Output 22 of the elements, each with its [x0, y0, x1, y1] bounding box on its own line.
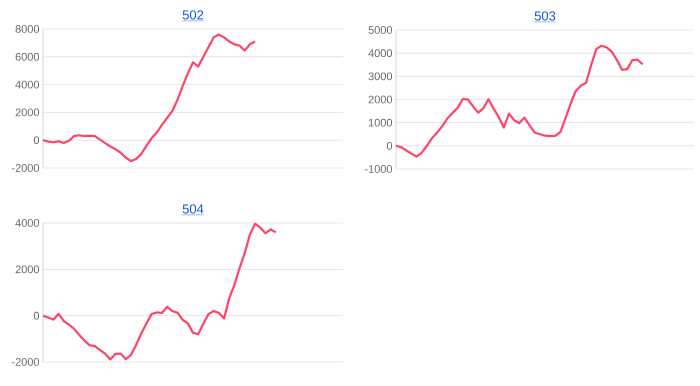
line-series — [394, 44, 644, 158]
y-tick-label: 3000 — [368, 72, 392, 80]
y-tick-label: 4000 — [15, 219, 40, 227]
line-series — [42, 222, 277, 361]
y-tick-label: 1000 — [368, 118, 392, 127]
y-tick-label: 0 — [34, 136, 40, 144]
y-tick-label: 0 — [34, 312, 40, 320]
y-tick-label: -2000 — [12, 358, 40, 366]
chart-title: 502 — [182, 10, 204, 20]
chart-title: 503 — [534, 11, 556, 21]
y-tick-label: 4000 — [15, 80, 40, 88]
y-tick-label: 2000 — [16, 265, 40, 274]
y-tick-label: -1000 — [364, 165, 392, 173]
y-tick-label: 2000 — [368, 96, 392, 104]
y-tick-label: 2000 — [16, 108, 40, 116]
y-tick-label: 4000 — [368, 49, 392, 58]
chart-title: 504 — [182, 204, 204, 214]
y-tick-label: 0 — [386, 142, 392, 150]
y-tick-label: 5000 — [368, 26, 392, 34]
y-tick-label: 6000 — [16, 52, 40, 61]
y-tick-label: -2000 — [12, 164, 40, 172]
y-tick-label: 8000 — [16, 25, 40, 33]
